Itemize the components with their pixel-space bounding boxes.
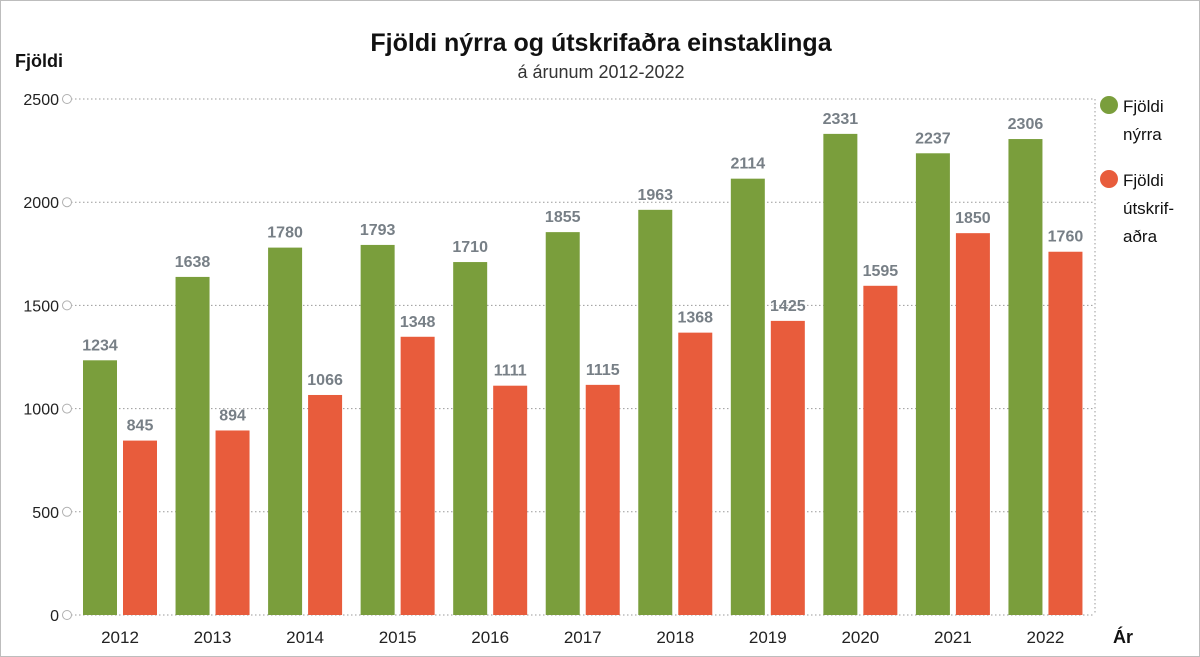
- x-tick-label: 2018: [656, 628, 694, 647]
- y-tick-label: 2500: [23, 92, 59, 109]
- bar-nyrra: [360, 244, 395, 615]
- legend: Fjöldi nýrra Fjöldi útskrif-aðra: [1100, 96, 1174, 246]
- bar-nyrra: [915, 153, 950, 615]
- data-label: 1963: [637, 187, 673, 204]
- bar-utskrifadra: [215, 430, 250, 615]
- legend-label: aðra: [1123, 227, 1158, 246]
- legend-label: Fjöldi: [1123, 171, 1164, 190]
- bar-nyrra: [638, 209, 673, 616]
- bar-nyrra: [453, 262, 488, 615]
- x-tick-label: 2016: [471, 628, 509, 647]
- y-tick-label: 2000: [23, 195, 59, 212]
- y-tick-label: 0: [50, 608, 59, 625]
- bar-utskrifadra: [585, 384, 620, 615]
- data-label: 2114: [730, 156, 765, 173]
- x-axis-title: Ár: [1113, 626, 1133, 647]
- y-tick-label: 1000: [23, 402, 59, 419]
- legend-marker: [1100, 170, 1118, 188]
- bar-utskrifadra: [770, 320, 805, 615]
- data-label: 1348: [400, 314, 436, 331]
- x-tick-label: 2019: [749, 628, 787, 647]
- data-label: 1234: [82, 337, 118, 354]
- bar-nyrra: [175, 276, 210, 615]
- bars: [83, 133, 1083, 616]
- bar-nyrra: [83, 360, 117, 615]
- x-tick-label: 2021: [934, 628, 972, 647]
- data-label: 1595: [863, 263, 899, 280]
- legend-marker: [1100, 96, 1118, 114]
- data-label: 894: [219, 407, 246, 424]
- y-tick-label: 1500: [23, 298, 59, 315]
- x-axis-ticks: 2012 2013 2014 2015 2016 2017 2018 2019 2020 2021…: [101, 628, 1064, 647]
- bar-utskrifadra: [678, 332, 713, 615]
- data-label: 2331: [823, 111, 859, 128]
- data-label: 1710: [452, 239, 488, 256]
- data-label: 1111: [494, 363, 527, 380]
- data-label: 1368: [677, 310, 713, 327]
- data-label: 1760: [1048, 229, 1084, 246]
- data-label: 1793: [360, 222, 396, 239]
- data-label: 845: [127, 418, 154, 435]
- data-label: 1425: [770, 298, 806, 315]
- x-tick-label: 2012: [101, 628, 139, 647]
- y-tick-marker: [62, 197, 72, 208]
- bar-utskrifadra: [400, 336, 435, 615]
- y-tick-marker: [62, 300, 72, 311]
- y-tick-marker: [62, 403, 72, 414]
- bar-nyrra: [268, 247, 303, 615]
- bar-utskrifadra: [955, 233, 990, 615]
- bar-utskrifadra: [493, 385, 528, 615]
- data-labels: 1234 845 1638 894 1780 1066 1793 1348 1710 1111 18…: [82, 111, 1083, 435]
- y-axis-title: Fjöldi: [15, 51, 63, 71]
- bar-nyrra: [545, 232, 580, 616]
- bar-utskrifadra: [308, 394, 343, 615]
- y-tick-marker: [62, 94, 72, 104]
- bar-nyrra: [823, 133, 858, 616]
- x-tick-label: 2015: [379, 628, 417, 647]
- bar-utskrifadra: [1048, 251, 1083, 615]
- x-tick-label: 2013: [194, 628, 232, 647]
- legend-label: nýrra: [1123, 125, 1162, 144]
- data-label: 1638: [175, 254, 211, 271]
- y-tick-label: 500: [32, 505, 59, 522]
- data-label: 2237: [915, 130, 951, 147]
- legend-label: Fjöldi: [1123, 97, 1164, 116]
- chart-title: Fjöldi nýrra og útskrifaðra einstaklinga: [370, 29, 832, 57]
- x-tick-label: 2014: [286, 628, 324, 647]
- y-tick-marker: [62, 610, 72, 620]
- data-label: 1850: [955, 210, 991, 227]
- data-label: 1115: [586, 362, 620, 379]
- data-label: 1780: [267, 225, 303, 242]
- bar-utskrifadra: [863, 285, 898, 615]
- legend-label: útskrif-: [1123, 199, 1174, 218]
- x-tick-label: 2020: [841, 628, 879, 647]
- data-label: 1855: [545, 209, 581, 226]
- data-label: 2306: [1008, 116, 1044, 133]
- bar-nyrra: [730, 178, 765, 615]
- x-tick-label: 2017: [564, 628, 602, 647]
- bar-utskrifadra: [123, 440, 157, 615]
- data-label: 1066: [307, 372, 343, 389]
- x-tick-label: 2022: [1027, 628, 1065, 647]
- chart-subtitle: á árunum 2012-2022: [517, 62, 684, 82]
- bar-nyrra: [1008, 139, 1043, 615]
- y-axis-ticks: 0 500 1000 1500 2000 2500: [23, 92, 72, 625]
- y-tick-marker: [62, 506, 72, 517]
